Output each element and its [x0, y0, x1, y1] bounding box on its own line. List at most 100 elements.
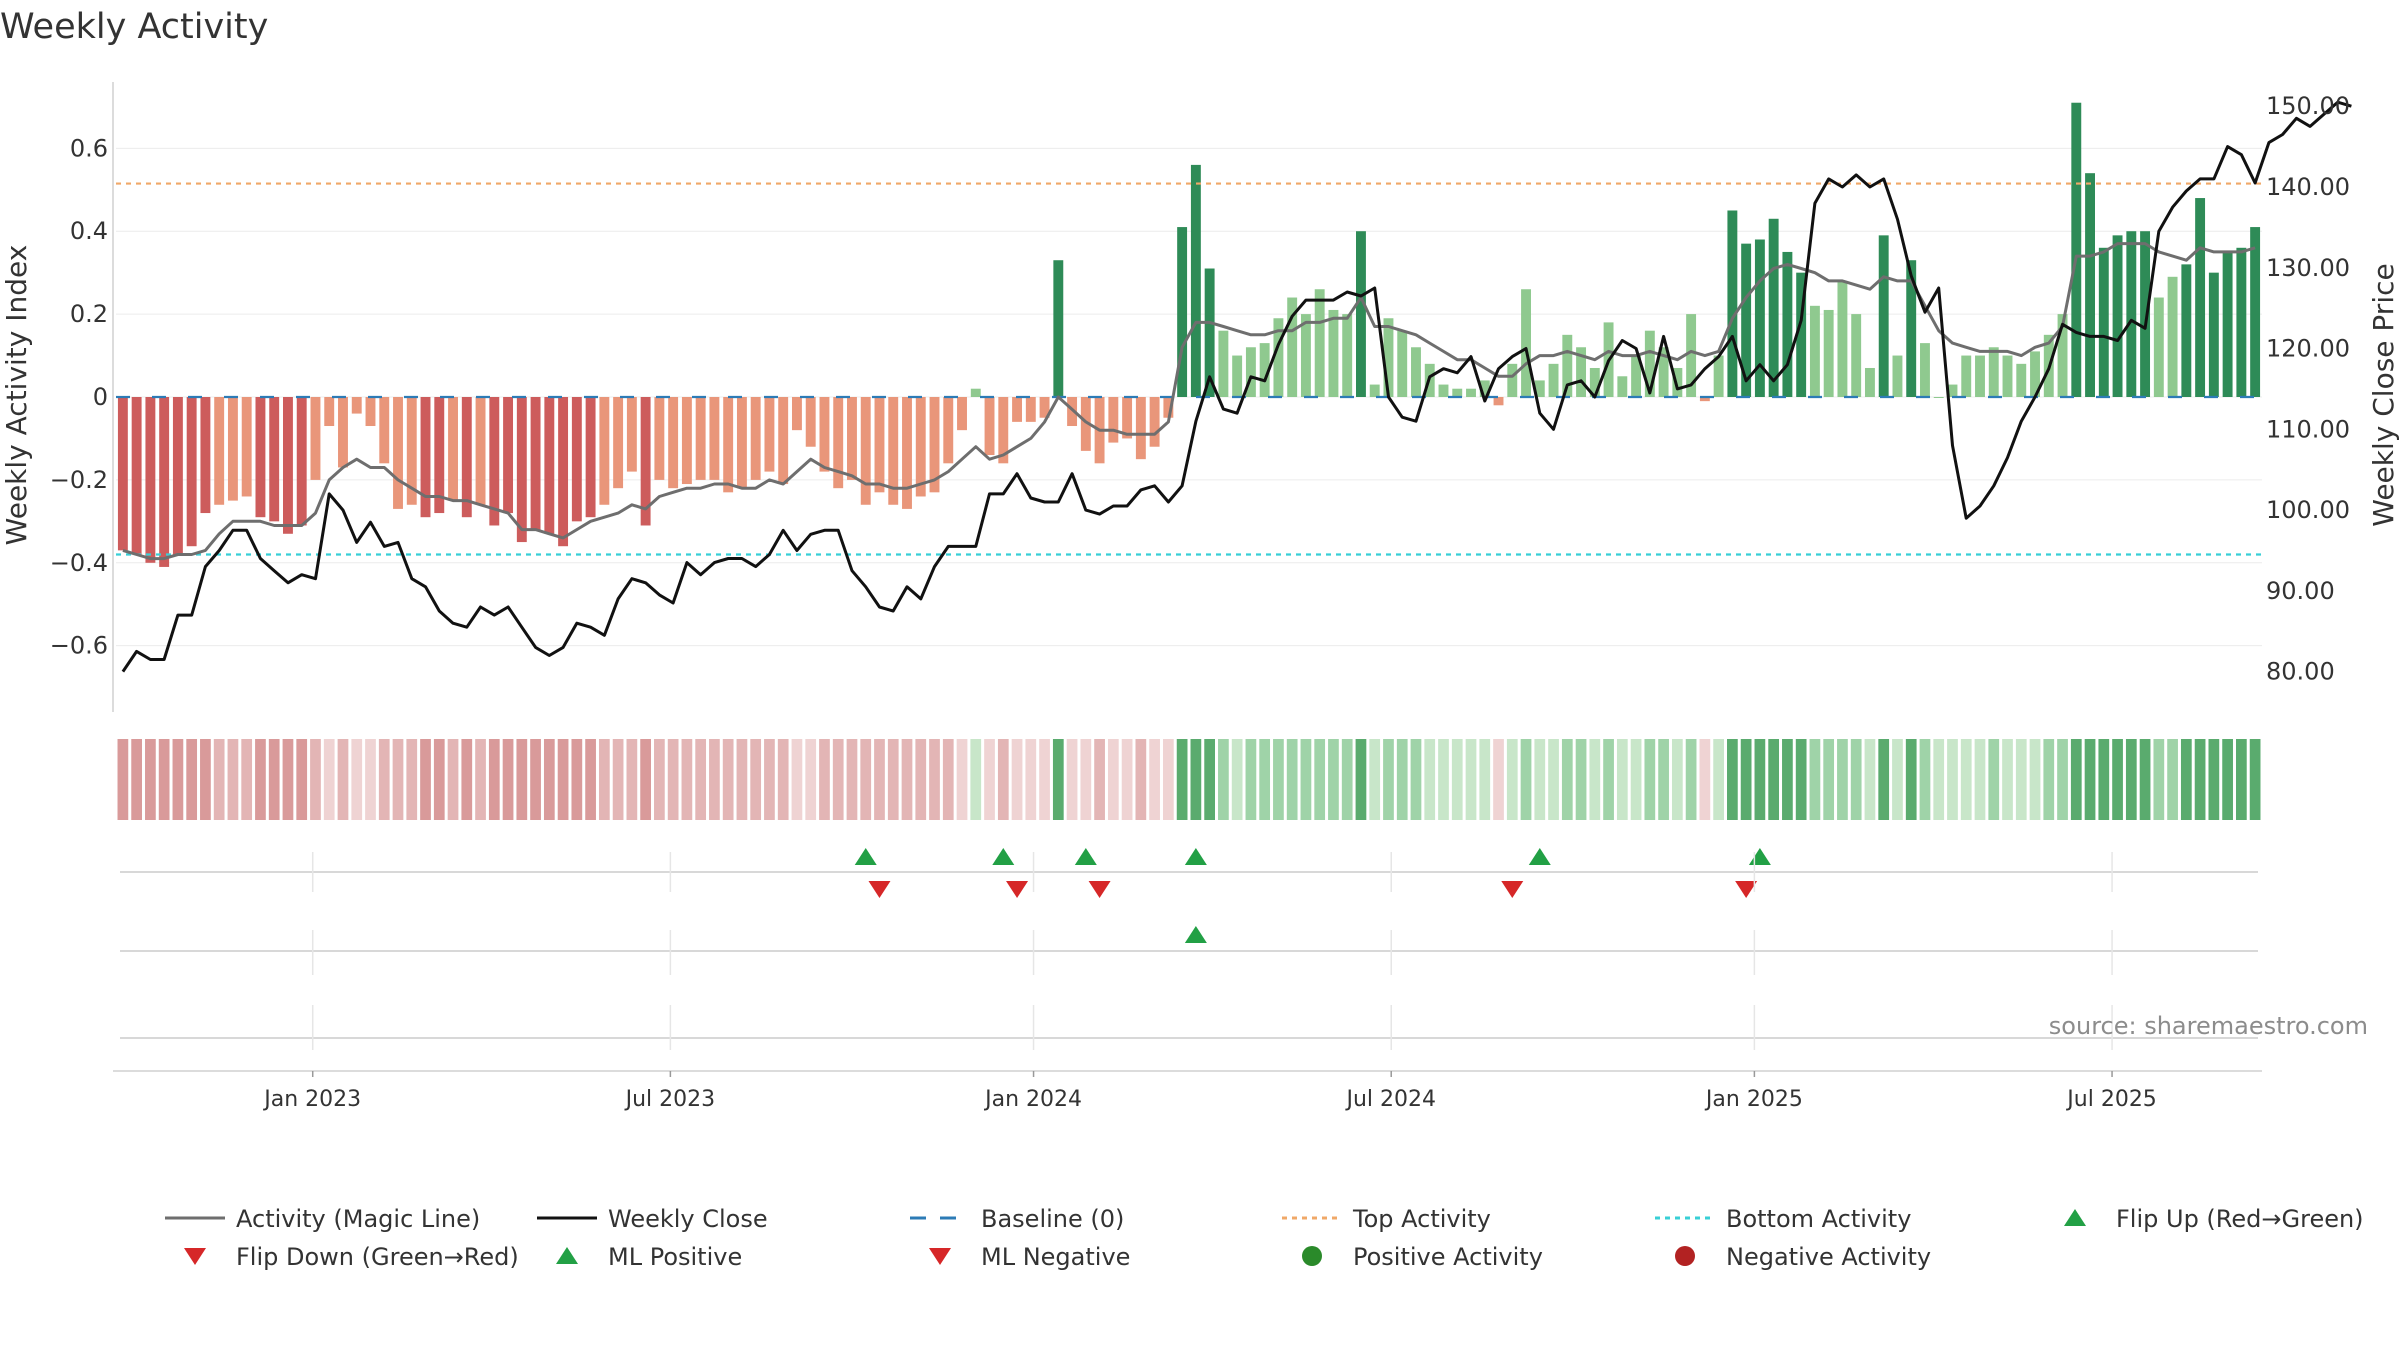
- chart-title: Weekly Activity: [0, 7, 268, 47]
- activity-bar: [571, 397, 582, 522]
- heat-cell: [984, 739, 995, 820]
- activity-bar: [1892, 355, 1903, 397]
- activity-bar: [764, 397, 775, 472]
- activity-bar: [1988, 347, 1999, 397]
- activity-bar: [324, 397, 335, 427]
- heat-cell: [2208, 739, 2220, 820]
- legend-label: Positive Activity: [1353, 1243, 1543, 1271]
- activity-bar: [723, 397, 734, 493]
- heat-cell: [530, 739, 541, 820]
- activity-bar: [1548, 363, 1559, 397]
- heat-cell: [709, 739, 720, 820]
- heat-cell: [296, 739, 308, 820]
- activity-bar: [1507, 363, 1518, 397]
- activity-bar: [1975, 355, 1985, 397]
- activity-bar: [998, 397, 1009, 464]
- heat-cell: [172, 739, 184, 820]
- heat-cell: [915, 739, 927, 820]
- heat-cell: [997, 739, 1009, 820]
- heat-cell: [365, 739, 376, 820]
- activity-bar: [310, 397, 321, 480]
- activity-bar: [1864, 367, 1875, 397]
- legend-item: Activity (Magic Line): [165, 1205, 480, 1233]
- legend-item: ML Negative: [929, 1243, 1130, 1271]
- flip-up-marker: [1184, 848, 1207, 865]
- activity-bar: [1906, 260, 1917, 397]
- heat-cell: [1396, 739, 1408, 820]
- activity-bar: [365, 397, 376, 427]
- heat-cell: [1314, 739, 1326, 820]
- activity-bar: [1809, 305, 1820, 397]
- heat-cell: [777, 739, 789, 820]
- activity-bar: [2057, 314, 2068, 397]
- heat-cell: [475, 739, 486, 820]
- activity-bar: [640, 397, 651, 526]
- heat-cell: [2153, 739, 2165, 820]
- heat-cell: [2222, 739, 2233, 820]
- heat-cell: [1493, 739, 1504, 820]
- heat-cell: [1066, 739, 1078, 820]
- heat-cell: [1823, 739, 1835, 820]
- heat-cell: [1025, 739, 1037, 820]
- heat-cell: [1782, 739, 1793, 820]
- activity-bar: [778, 397, 789, 485]
- heat-cell: [1644, 739, 1656, 820]
- legend-item: Flip Up (Red→Green): [2064, 1205, 2364, 1233]
- activity-bar: [613, 397, 624, 489]
- heat-cell: [1864, 739, 1876, 820]
- heat-cell: [282, 739, 294, 820]
- heat-cell: [1919, 739, 1931, 820]
- activity-bar: [420, 397, 431, 518]
- activity-bar: [2030, 351, 2040, 397]
- activity-bar: [1025, 397, 1036, 422]
- heat-cell: [241, 739, 253, 820]
- heat-cell: [1589, 739, 1601, 820]
- heat-cell: [929, 739, 940, 820]
- y-tick-label: 0: [93, 383, 108, 411]
- heat-cell: [2084, 739, 2096, 820]
- heat-cell: [970, 739, 982, 820]
- activity-bar: [2195, 198, 2206, 397]
- source-credit: source: sharemaestro.com: [2049, 1012, 2368, 1040]
- flip-down-marker: [1006, 881, 1029, 898]
- heat-cell: [585, 739, 596, 820]
- activity-bar: [1823, 309, 1834, 397]
- y2-tick-label: 100.00: [2266, 496, 2350, 524]
- heat-cell: [1795, 739, 1807, 820]
- activity-bar: [461, 397, 472, 518]
- heat-cell: [1603, 739, 1614, 820]
- activity-bar: [296, 397, 307, 526]
- legend-swatch-tri-up: [556, 1247, 578, 1264]
- activity-bar: [1727, 210, 1738, 397]
- legend-label: Flip Down (Green→Red): [236, 1243, 519, 1271]
- left-tick-labels: 0.6 0.4 0.2 0 −0.2 −0.4 −0.6: [50, 134, 108, 659]
- heat-cell: [956, 739, 968, 820]
- activity-bar: [847, 397, 857, 480]
- activity-bar: [1218, 330, 1229, 397]
- heat-cell: [502, 739, 514, 820]
- heat-cell: [626, 739, 638, 820]
- activity-bar: [434, 397, 445, 514]
- heat-cell: [131, 739, 142, 820]
- heat-cell: [516, 739, 528, 820]
- x-tick-label: Jan 2023: [262, 1087, 361, 1112]
- activity-bar: [1039, 397, 1050, 418]
- activity-bar: [2153, 297, 2164, 397]
- x-tick-label: Jan 2024: [983, 1087, 1082, 1112]
- activity-bar: [530, 397, 541, 530]
- activity-bar: [1644, 330, 1655, 397]
- magic-line: [122, 242, 2256, 561]
- heat-cell: [2112, 739, 2123, 820]
- activity-bar: [860, 397, 871, 505]
- flip-down-marker: [1088, 881, 1111, 898]
- activity-bar: [159, 397, 170, 567]
- heat-cell: [1218, 739, 1229, 820]
- activity-bar: [2236, 247, 2247, 397]
- heat-cell: [1163, 739, 1174, 820]
- activity-bar: [1699, 397, 1710, 402]
- heat-cell: [1121, 739, 1133, 820]
- legend-label: Activity (Magic Line): [236, 1205, 480, 1233]
- flip-down-marker: [1735, 881, 1758, 898]
- heat-cell: [1190, 739, 1202, 820]
- heat-cell: [1974, 739, 1986, 820]
